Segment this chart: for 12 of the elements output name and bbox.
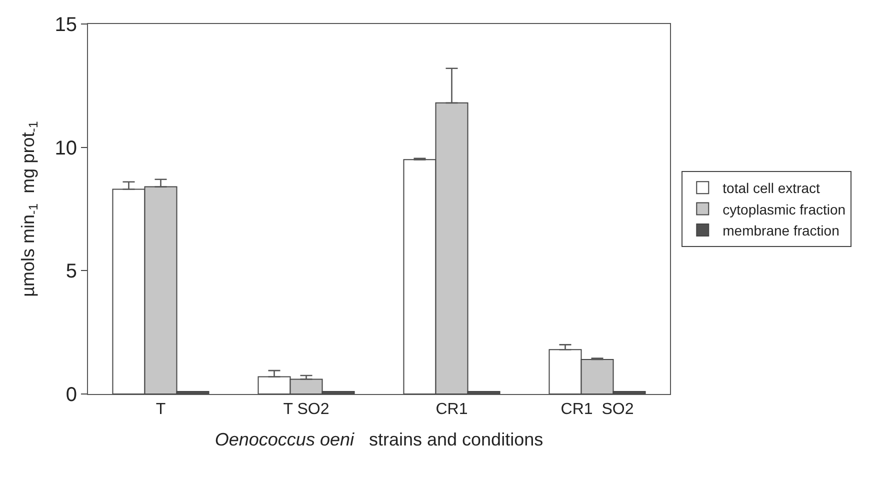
x-tick-label: CR1 SO2 — [560, 401, 634, 418]
y-tick-label: 5 — [66, 260, 77, 283]
y-tick-label: 10 — [54, 137, 77, 160]
legend-label: total cell extract — [722, 180, 820, 196]
y-tick-label: 15 — [54, 14, 77, 36]
legend-label: cytoplasmic fraction — [722, 201, 846, 218]
x-tick-label: T SO2 — [283, 401, 330, 418]
legend-label: membrane fraction — [722, 222, 840, 238]
x-tick-label: T — [156, 401, 166, 418]
y-tick-label: 0 — [66, 384, 77, 406]
x-tick-label: CR1 — [436, 401, 468, 418]
x-axis-title: Oenococcus oeni strains and conditions — [214, 429, 544, 450]
